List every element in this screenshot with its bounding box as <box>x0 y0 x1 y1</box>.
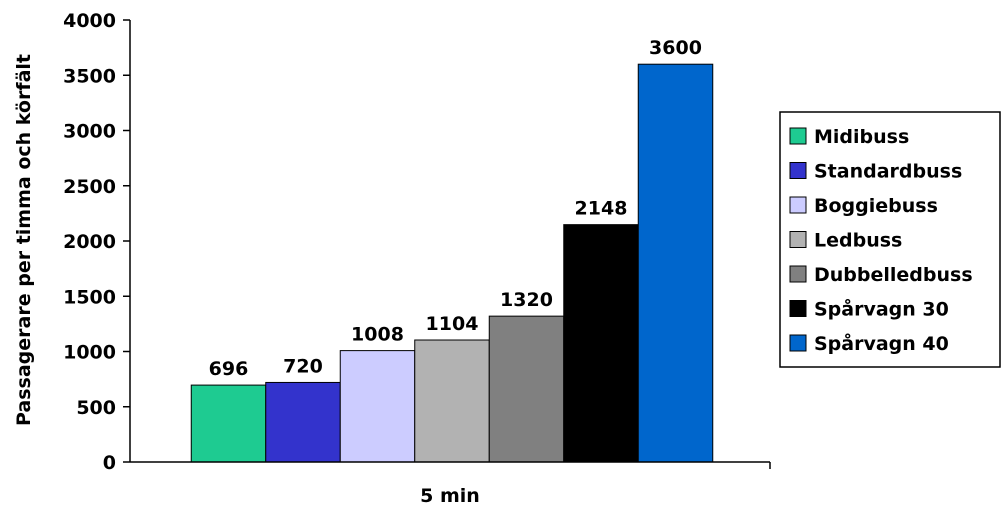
legend-label: Ledbuss <box>814 230 902 252</box>
bar-data-label: 2148 <box>575 198 628 220</box>
y-tick-label: 500 <box>76 397 116 419</box>
bar-data-label: 720 <box>283 355 323 377</box>
bar <box>339 350 416 463</box>
y-tick-label: 1500 <box>63 286 116 308</box>
bar <box>563 224 639 463</box>
data-labels: 696 720 1008 1104 1320 2148 3600 <box>209 37 702 380</box>
legend-label: Spårvagn 40 <box>814 331 949 355</box>
y-tick-label: 4000 <box>63 10 116 32</box>
bar <box>414 339 490 463</box>
legend-swatch <box>789 300 807 317</box>
legend-label: Spårvagn 30 <box>814 297 949 321</box>
y-tick-label: 0 <box>103 452 116 474</box>
y-tick-label: 1000 <box>63 342 116 364</box>
legend-swatch <box>789 127 807 145</box>
legend-label: Dubbelledbuss <box>814 264 973 286</box>
y-tick-label: 3500 <box>63 65 116 87</box>
bar <box>488 315 565 463</box>
y-axis-ticks: 0 500 1000 1500 2000 2500 3000 3500 4000 <box>63 10 130 474</box>
legend-swatch <box>789 162 807 179</box>
legend-swatch <box>789 231 807 248</box>
legend-swatch <box>789 334 807 352</box>
bar <box>265 381 341 463</box>
bar <box>190 384 267 463</box>
bar-data-label: 3600 <box>649 37 702 59</box>
y-tick-label: 2000 <box>63 231 116 253</box>
bar <box>637 63 714 463</box>
legend: Midibuss Standardbuss Boggiebuss Ledbuss Dub… <box>779 111 1001 368</box>
legend-swatch <box>789 196 807 214</box>
legend-swatch <box>789 265 807 283</box>
x-axis-title: 5 min <box>420 485 480 507</box>
legend-label: Standardbuss <box>814 161 962 183</box>
legend-frame <box>779 111 1001 368</box>
bar-data-label: 1104 <box>426 313 479 335</box>
legend-label: Boggiebuss <box>814 195 938 217</box>
bars <box>190 63 714 463</box>
legend-label: Midibuss <box>814 126 909 148</box>
y-axis-title: Passagerare per timma och körfält <box>13 54 35 426</box>
y-tick-label: 2500 <box>63 176 116 198</box>
bar-data-label: 1320 <box>500 289 553 311</box>
bar-data-label: 696 <box>209 358 249 380</box>
bar-data-label: 1008 <box>351 324 404 346</box>
y-tick-label: 3000 <box>63 121 116 143</box>
